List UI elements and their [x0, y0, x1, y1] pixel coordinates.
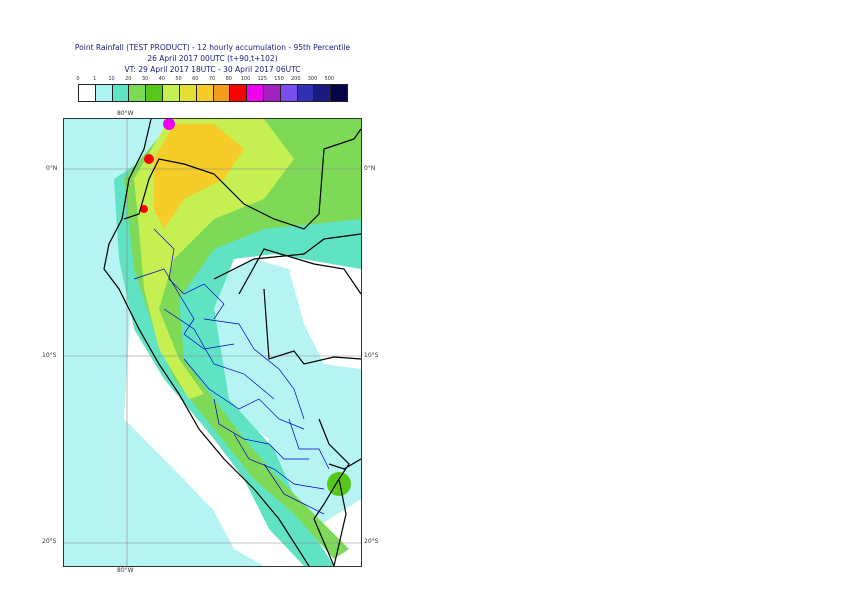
- colorscale-label: 0: [76, 76, 80, 82]
- colorscale-swatch: [263, 85, 281, 101]
- country-borders: [103, 119, 361, 566]
- colorscale-label: 300: [307, 76, 318, 82]
- colorscale-swatch: [179, 85, 197, 101]
- colorscale-swatch: [331, 85, 347, 101]
- colorscale-swatch: [112, 85, 130, 101]
- dry-amazon-region: [204, 247, 361, 369]
- colorscale-label: 150: [274, 76, 284, 82]
- colorscale-swatch: [129, 85, 147, 101]
- colorscale-label: 500: [324, 76, 335, 82]
- lat-label-right-20s: 20°S: [364, 538, 379, 545]
- rain-band-yellow: [154, 124, 244, 229]
- colorscale-swatch: [314, 85, 332, 101]
- colorscale-label: 10: [108, 76, 115, 82]
- colorscale-label: 100: [240, 76, 251, 82]
- heavy-rain-spot: [144, 154, 154, 164]
- colorscale-swatch: [213, 85, 231, 101]
- colorscale-label: 40: [158, 76, 165, 82]
- lat-label-right-0: 0°N: [364, 165, 376, 172]
- colorscale-swatch: [297, 85, 315, 101]
- colorscale-swatch: [146, 85, 164, 101]
- colorscale-swatch: [230, 85, 248, 101]
- colorscale-label: 1: [93, 76, 97, 82]
- colorscale-swatch: [280, 85, 298, 101]
- lat-label-left-20s: 20°S: [42, 538, 57, 545]
- colorscale-swatch: [163, 85, 180, 101]
- colorscale-swatch: [95, 85, 113, 101]
- colorscale-label: 20: [125, 76, 132, 82]
- bottom-longitude-label: 80°W: [117, 567, 134, 574]
- top-longitude-label: 80°W: [117, 110, 134, 117]
- colorscale-label: 125: [257, 76, 268, 82]
- colorscale-swatch: [196, 85, 214, 101]
- lat-label-left-10s: 10°S: [42, 352, 57, 359]
- colorscale-label: 30: [141, 76, 149, 82]
- colorscale-label: 80: [225, 76, 232, 82]
- colorscale-bar: [78, 84, 348, 102]
- regional-borders: [133, 228, 330, 515]
- lat-label-right-10s: 10°S: [364, 352, 379, 359]
- colorscale-labels: 0 1 10 20 30 40 50 60 70 80 100 125 150 200 300 500: [76, 76, 348, 84]
- map-subtitle-run: 26 April 2017 00UTC (t+90,t+102): [147, 54, 278, 63]
- colorscale-label: 60: [192, 76, 199, 82]
- map-subtitle-validity: VT: 29 April 2017 18UTC - 30 April 2017 …: [124, 65, 301, 74]
- lat-label-left-0: 0°N: [46, 165, 58, 172]
- rainfall-map-svg: [64, 119, 361, 566]
- colorscale-label: 70: [208, 76, 216, 82]
- colorscale-label: 50: [175, 76, 182, 82]
- colorscale-label: 200: [290, 76, 301, 82]
- colorscale-swatch: [79, 85, 96, 101]
- map-title: Point Rainfall (TEST PRODUCT) - 12 hourl…: [74, 43, 351, 52]
- extreme-rain-spot: [163, 119, 175, 130]
- colorscale-swatch: [247, 85, 264, 101]
- heavy-rain-spot: [140, 205, 148, 213]
- rainfall-map: [63, 118, 362, 567]
